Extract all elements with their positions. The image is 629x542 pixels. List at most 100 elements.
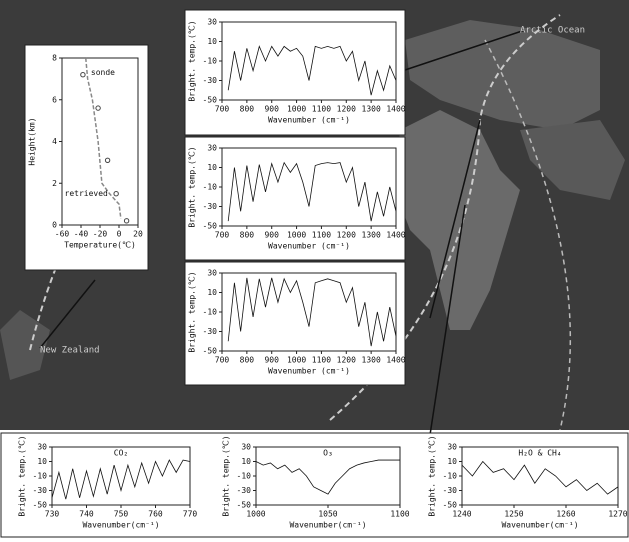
x-tick-label: 1200 [337,231,356,240]
x-tick-label: 1200 [337,105,356,114]
x-axis-label: Temperature(℃) [64,241,136,250]
y-tick-label: 10 [37,457,47,466]
y-tick-label: 10 [447,457,457,466]
y-tick-label: 10 [241,457,251,466]
x-tick-label: 1300 [362,356,381,365]
y-axis-label: Bright. temp.(℃) [222,435,231,516]
arrow [429,204,466,436]
x-axis-label: Wavenumber (cm⁻¹) [268,116,350,125]
y-tick-label: -30 [203,327,218,336]
y-axis-label: Bright. temp.(℃) [188,271,197,352]
arrow [404,29,526,71]
x-tick-label: 1000 [287,356,306,365]
y-tick-label: -30 [237,486,252,495]
chart-title: H₂O & CH₄ [518,449,561,458]
x-tick-label: 1000 [287,105,306,114]
x-tick-label: 900 [264,356,279,365]
x-tick-label: 1100 [312,105,331,114]
y-tick-label: 30 [447,443,457,452]
y-tick-label: -10 [33,472,48,481]
x-tick-label: 1240 [452,510,471,519]
y-tick-label: -10 [237,472,252,481]
x-tick-label: 1270 [608,510,627,519]
x-tick-label: 740 [79,510,94,519]
chart-title: CO₂ [114,449,128,458]
series-line [227,45,397,96]
y-tick-label: 30 [207,18,217,27]
sonde-point [113,190,119,197]
y-tick-label: -50 [203,347,218,356]
x-tick-label: 900 [264,231,279,240]
y-tick-label: 30 [241,443,251,452]
x-tick-label: 700 [215,231,230,240]
series-line [227,277,397,347]
y-tick-label: 10 [207,288,217,297]
land [395,110,520,330]
y-tick-label: -10 [203,308,218,317]
x-tick-label: 700 [215,105,230,114]
x-tick-label: 800 [240,105,255,114]
series-line [461,460,619,495]
y-tick-label: -50 [237,501,252,510]
y-tick-label: -30 [203,76,218,85]
y-tick-label: 2 [52,179,57,188]
x-tick-label: 800 [240,356,255,365]
arrow [39,279,96,349]
x-tick-label: 1100 [312,231,331,240]
x-tick-label: -20 [93,230,108,239]
panel [24,44,149,271]
y-axis-label: Bright. temp.(℃) [188,20,197,101]
orbit-track [484,39,572,431]
x-tick-label: 20 [133,230,143,239]
x-axis-label: Wavenumber(cm⁻¹) [501,521,578,530]
x-tick-label: 0 [117,230,122,239]
y-tick-label: -50 [203,96,218,105]
x-tick-label: 1250 [504,510,523,519]
x-axis-label: Wavenumber (cm⁻¹) [268,242,350,251]
x-tick-label: -40 [74,230,89,239]
x-tick-label: 1000 [246,510,265,519]
y-tick-label: -30 [443,486,458,495]
y-tick-label: 10 [207,37,217,46]
x-tick-label: 1300 [362,105,381,114]
x-tick-label: 1100 [312,356,331,365]
sonde-point [104,157,111,163]
y-tick-label: -30 [33,486,48,495]
sonde-point [80,72,86,78]
y-tick-label: 8 [52,54,57,63]
x-tick-label: 750 [114,510,129,519]
y-tick-label: 10 [207,163,217,172]
x-tick-label: 1000 [287,231,306,240]
sonde-point [95,105,101,111]
arrow [429,119,481,319]
y-axis-label: Bright. temp.(℃) [428,435,437,516]
land [520,120,625,200]
y-tick-label: 30 [37,443,47,452]
x-tick-label: 900 [264,105,279,114]
x-tick-label: 1400 [386,105,405,114]
series-line [227,161,397,222]
y-tick-label: -10 [203,57,218,66]
y-tick-label: -50 [203,222,218,231]
panel [0,432,629,538]
x-tick-label: 1100 [390,510,409,519]
x-tick-label: 1400 [386,356,405,365]
y-axis-label: Bright. temp.(℃) [188,146,197,227]
x-tick-label: 1260 [556,510,575,519]
y-axis-label: Bright. temp.(℃) [18,435,27,516]
y-tick-label: 30 [207,144,217,153]
y-tick-label: 4 [52,137,57,146]
y-tick-label: 6 [52,95,57,104]
x-tick-label: 1200 [337,356,356,365]
x-tick-label: 1050 [318,510,337,519]
y-tick-label: 30 [207,269,217,278]
x-axis-label: Wavenumber(cm⁻¹) [289,521,366,530]
map-label: Arctic Ocean [520,26,585,36]
x-axis-label: Wavenumber(cm⁻¹) [82,521,159,530]
y-tick-label: -10 [203,183,218,192]
series-line [51,459,191,500]
x-tick-label: 1400 [386,231,405,240]
y-axis-label: Height(km) [28,117,37,165]
sonde-point [123,218,130,224]
